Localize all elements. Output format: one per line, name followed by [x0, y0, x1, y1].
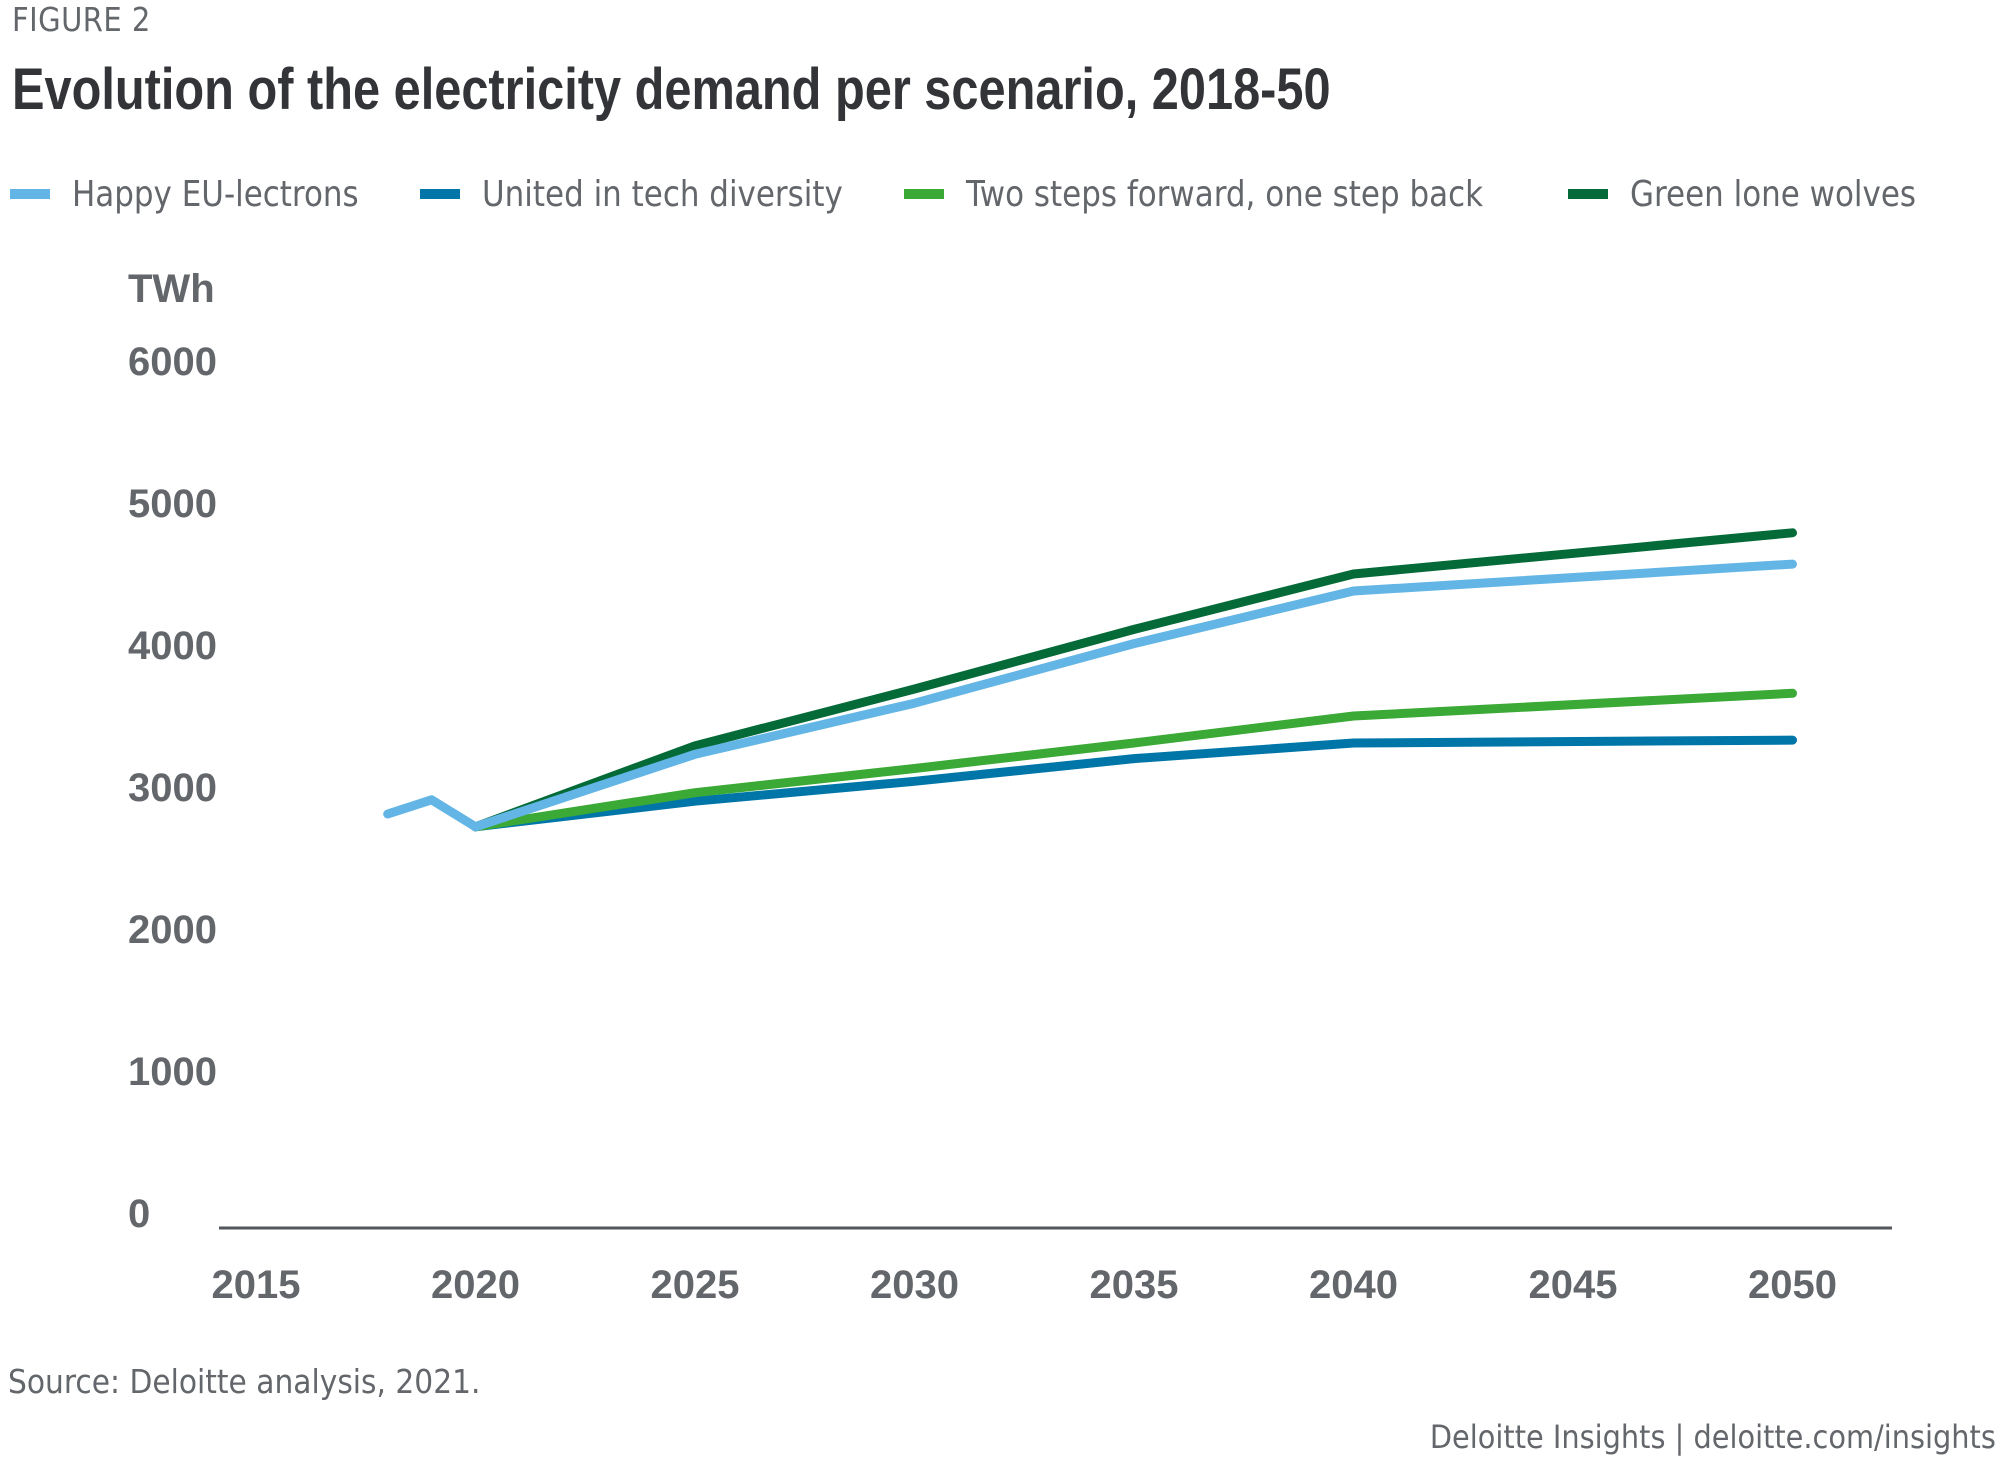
x-tick-label: 2030 — [870, 1263, 959, 1307]
x-tick-label: 2050 — [1748, 1263, 1837, 1307]
y-tick-label: 0 — [128, 1192, 150, 1236]
y-axis-ticks: 0 1000 2000 3000 4000 5000 6000 — [128, 340, 217, 1236]
brand-footer: Deloitte Insights | deloitte.com/insight… — [1430, 1418, 1996, 1456]
legend-item-united-in-tech-diversity: United in tech diversity — [420, 172, 902, 216]
legend-item-two-steps-forward: Two steps forward, one step back — [904, 172, 1567, 216]
x-tick-label: 2035 — [1090, 1263, 1179, 1307]
y-tick-label: 2000 — [128, 908, 217, 952]
legend-swatch-happy-eu-lectrons — [10, 189, 50, 199]
x-tick-label: 2025 — [651, 1263, 740, 1307]
x-axis-ticks: 2015 2020 2025 2030 2035 2040 2045 2050 — [212, 1263, 1837, 1307]
legend-label: Green lone wolves — [1630, 173, 1917, 215]
x-tick-label: 2045 — [1529, 1263, 1618, 1307]
y-tick-label: 3000 — [128, 766, 217, 810]
x-tick-label: 2040 — [1309, 1263, 1398, 1307]
y-tick-label: 1000 — [128, 1050, 217, 1094]
legend-label: Happy EU-lectrons — [72, 173, 359, 215]
series-line-happy-eu-lectrons — [383, 559, 1797, 832]
legend-item-green-lone-wolves: Green lone wolves — [1568, 172, 1963, 216]
legend-swatch-green-lone-wolves — [1568, 189, 1608, 199]
legend-item-happy-eu-lectrons: Happy EU-lectrons — [10, 172, 405, 216]
source-note: Source: Deloitte analysis, 2021. — [8, 1362, 481, 1401]
x-tick-label: 2015 — [212, 1263, 301, 1307]
y-axis-unit-label: TWh — [128, 267, 215, 311]
y-tick-label: 6000 — [128, 340, 217, 384]
legend: Happy EU-lectrons United in tech diversi… — [0, 0, 2000, 240]
chart-title: Evolution of the electricity demand per … — [12, 57, 1331, 122]
y-tick-label: 4000 — [128, 624, 217, 668]
y-tick-label: 5000 — [128, 482, 217, 526]
x-tick-label: 2020 — [431, 1263, 520, 1307]
legend-label: Two steps forward, one step back — [966, 173, 1484, 215]
figure-label: FIGURE 2 — [12, 0, 151, 39]
series-line-two-steps-forward-one-step-back — [471, 688, 1797, 832]
legend-label: United in tech diversity — [482, 173, 843, 215]
legend-swatch-two-steps-forward — [904, 189, 944, 199]
legend-swatch-united-in-tech-diversity — [420, 189, 460, 199]
series-line-united-in-tech-diversity — [471, 735, 1797, 832]
series-lines — [383, 528, 1797, 832]
series-line-green-lone-wolves — [471, 528, 1797, 832]
